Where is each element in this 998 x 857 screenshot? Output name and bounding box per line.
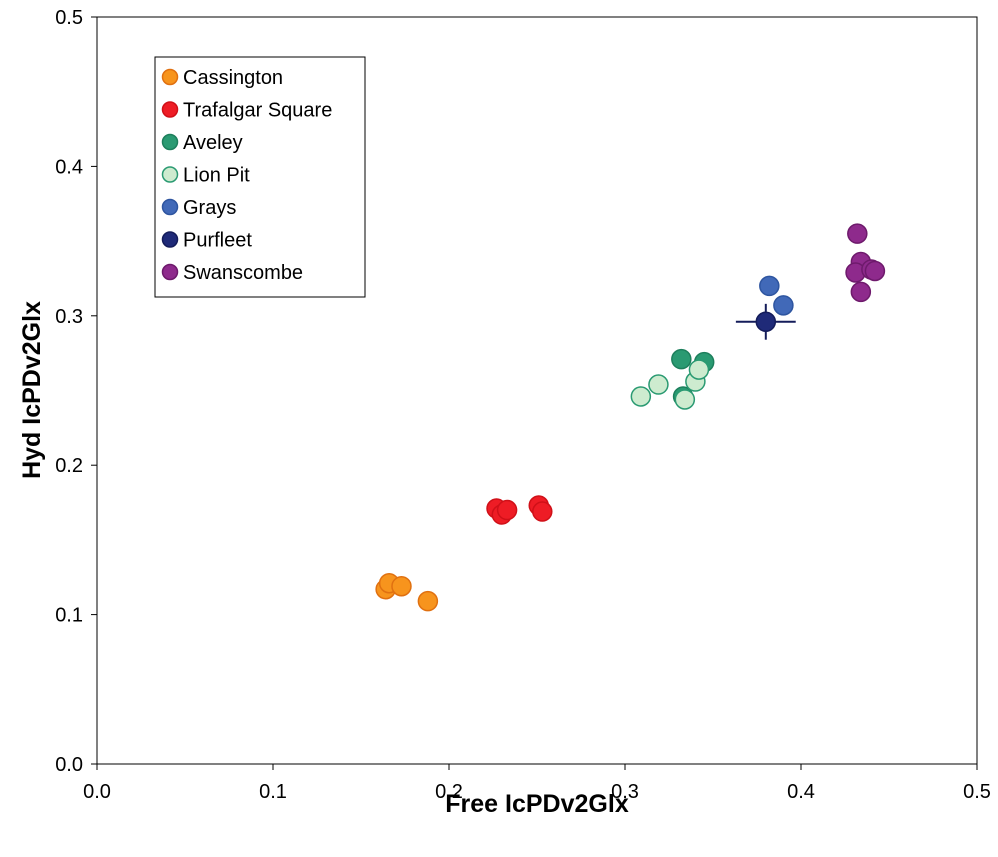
data-point: [755, 311, 777, 333]
y-tick-label: 0.1: [55, 605, 83, 627]
legend-marker: [161, 263, 179, 281]
x-axis-label: Free IcPDv2Glx: [445, 790, 629, 818]
series-trafalgar-square: [486, 495, 553, 525]
data-point: [773, 295, 794, 316]
data-point: [532, 501, 553, 522]
x-tick-label: 0.1: [259, 781, 287, 803]
data-point: [671, 348, 692, 370]
x-axis: 0.0 0.1 0.2 0.3 0.4 0.5: [83, 764, 991, 803]
y-tick-label: 0.3: [55, 306, 83, 328]
legend-label: Grays: [183, 197, 236, 219]
x-tick-label: 0.4: [787, 781, 815, 803]
x-tick-label: 0.2: [435, 781, 463, 803]
y-tick-label: 0.5: [55, 7, 83, 29]
data-points: [375, 223, 886, 612]
legend-label: Swanscombe: [183, 262, 303, 284]
legend-label: Lion Pit: [183, 165, 250, 187]
legend-label: Aveley: [183, 132, 243, 154]
series-cassington: [375, 572, 439, 612]
data-point: [630, 386, 652, 407]
series-lion-pit: [630, 359, 710, 410]
x-tick-label: 0.3: [611, 781, 639, 803]
legend-label: Trafalgar Square: [183, 100, 332, 122]
legend-marker: [161, 68, 179, 86]
legend-marker: [161, 198, 179, 216]
legend-marker: [161, 166, 179, 183]
legend-marker: [161, 231, 179, 248]
data-point: [496, 499, 518, 521]
y-axis-label: Hyd IcPDv2Glx: [18, 301, 46, 479]
y-tick-label: 0.4: [55, 156, 83, 178]
data-point: [864, 260, 886, 282]
data-point: [759, 275, 780, 297]
data-point: [850, 281, 872, 303]
data-point: [847, 223, 868, 244]
data-point: [674, 389, 696, 410]
series-purfleet: [735, 303, 796, 340]
x-tick-label: 0.5: [963, 781, 991, 803]
data-point: [648, 374, 669, 395]
data-point: [391, 575, 412, 597]
legend-box: [154, 56, 366, 298]
legend: Cassington Trafalgar Square Aveley Lion Pit…: [154, 56, 366, 298]
y-tick-label: 0.2: [55, 455, 83, 477]
y-tick-label: 0.0: [55, 754, 83, 776]
series-grays: [759, 275, 794, 316]
x-tick-label: 0.0: [83, 781, 111, 803]
data-point: [417, 590, 439, 612]
legend-marker: [161, 101, 179, 118]
legend-label: Purfleet: [183, 230, 252, 252]
y-axis: 0.0 0.1 0.2 0.3 0.4 0.5: [55, 7, 97, 776]
legend-marker: [161, 133, 179, 151]
series-swanscombe: [845, 223, 886, 303]
data-point: [688, 359, 710, 380]
legend-label: Cassington: [183, 67, 283, 89]
